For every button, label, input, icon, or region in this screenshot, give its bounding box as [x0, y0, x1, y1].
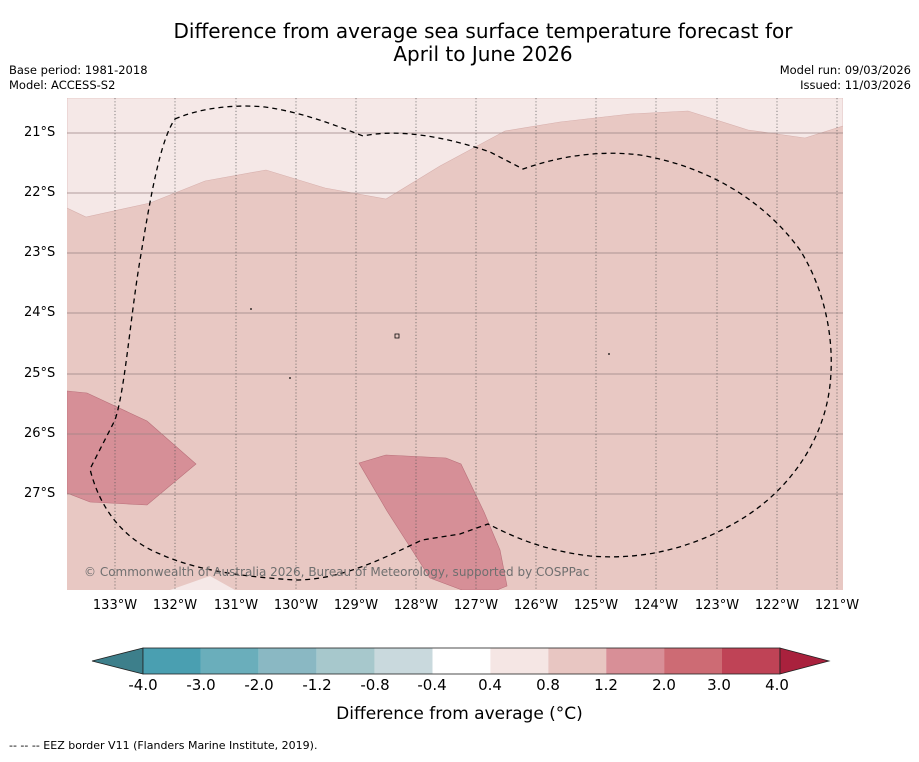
map-svg: [0, 0, 919, 758]
latitude-label: 27°S: [24, 487, 55, 501]
colorbar-tick-label: 3.0: [707, 677, 731, 694]
latitude-label: 26°S: [24, 427, 55, 441]
colorbar-bin: [317, 648, 375, 674]
colorbar-tick-label: 1.2: [594, 677, 618, 694]
colorbar-tick-label: 2.0: [652, 677, 676, 694]
latitude-label: 21°S: [24, 126, 55, 140]
colorbar-tick-label: -4.0: [128, 677, 157, 694]
colorbar-bin: [606, 648, 664, 674]
longitude-label: 121°W: [815, 599, 859, 613]
colorbar-tick-label: 0.4: [478, 677, 502, 694]
colorbar-tick-label: -0.4: [417, 677, 446, 694]
colorbar-bin: [548, 648, 606, 674]
eez-footnote: -- -- -- EEZ border V11 (Flanders Marine…: [9, 739, 317, 753]
colorbar-bin: [664, 648, 722, 674]
longitude-label: 122°W: [755, 599, 799, 613]
colorbar-tick-label: -3.0: [186, 677, 215, 694]
colorbar-tick-label: -1.2: [302, 677, 331, 694]
latitude-label: 24°S: [24, 306, 55, 320]
longitude-label: 127°W: [454, 599, 498, 613]
colorbar-tick-label: -2.0: [244, 677, 273, 694]
map-fill-layers: [67, 98, 843, 590]
longitude-label: 130°W: [274, 599, 318, 613]
colorbar-over-arrow: [780, 648, 829, 674]
colorbar-tick-label: -0.8: [360, 677, 389, 694]
map-area: [0, 0, 919, 758]
longitude-label: 126°W: [514, 599, 558, 613]
longitude-label: 123°W: [695, 599, 739, 613]
colorbar-tick-label: 4.0: [765, 677, 789, 694]
colorbar-bin: [722, 648, 780, 674]
copyright-notice: © Commonwealth of Australia 2026, Bureau…: [84, 565, 589, 579]
colorbar-tick-label: 0.8: [536, 677, 560, 694]
colorbar-bin: [490, 648, 548, 674]
colorbar-axis-label: Difference from average (°C): [0, 704, 919, 724]
colorbar-bin: [375, 648, 433, 674]
longitude-label: 131°W: [214, 599, 258, 613]
longitude-label: 128°W: [394, 599, 438, 613]
longitude-label: 129°W: [334, 599, 378, 613]
longitude-label: 125°W: [574, 599, 618, 613]
latitude-label: 25°S: [24, 367, 55, 381]
longitude-label: 132°W: [153, 599, 197, 613]
colorbar-under-arrow: [92, 648, 143, 674]
colorbar-bin: [259, 648, 317, 674]
colorbar: [92, 648, 829, 674]
longitude-label: 133°W: [93, 599, 137, 613]
latitude-label: 22°S: [24, 186, 55, 200]
colorbar-bin: [433, 648, 491, 674]
longitude-label: 124°W: [634, 599, 678, 613]
latitude-label: 23°S: [24, 246, 55, 260]
colorbar-bin: [201, 648, 259, 674]
colorbar-bin: [143, 648, 201, 674]
